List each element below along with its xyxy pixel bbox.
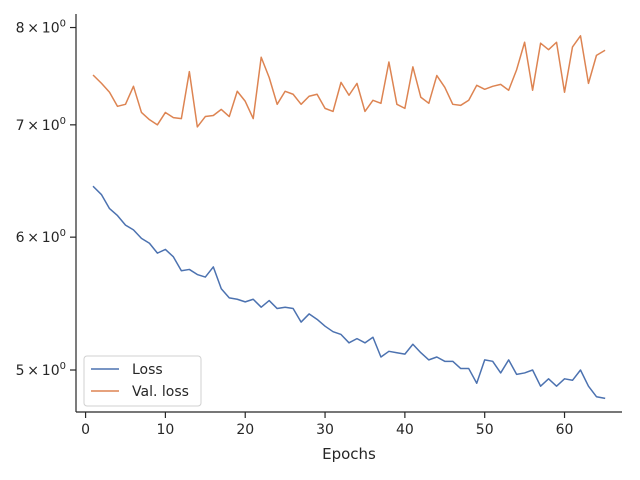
x-tick-label-4: 40	[396, 422, 414, 438]
x-axis-label: Epochs	[322, 445, 376, 463]
x-tick-label-1: 10	[156, 422, 174, 438]
y-tick-label-0: 5 × 100	[16, 361, 66, 379]
series-line-0	[92, 185, 606, 400]
axes-layer: 0 10 20 30 40 50 60 5 × 100 6 × 100 7 × 100 8 × 10…	[16, 14, 622, 438]
x-tick-label-5: 50	[476, 422, 494, 438]
x-tick-label-0: 0	[81, 422, 90, 438]
legend-label-1: Val. loss	[132, 384, 189, 400]
x-tick-label-3: 30	[316, 422, 334, 438]
x-tick-label-2: 20	[236, 422, 254, 438]
y-tick-label-1: 6 × 100	[16, 228, 66, 246]
series-line-1	[92, 35, 606, 128]
x-tick-label-6: 60	[556, 422, 574, 438]
y-tick-label-3: 8 × 100	[16, 19, 66, 37]
legend: Loss Val. loss	[83, 355, 202, 407]
series-layer	[92, 35, 606, 400]
y-tick-label-2: 7 × 100	[16, 116, 66, 134]
legend-label-0: Loss	[132, 362, 163, 378]
